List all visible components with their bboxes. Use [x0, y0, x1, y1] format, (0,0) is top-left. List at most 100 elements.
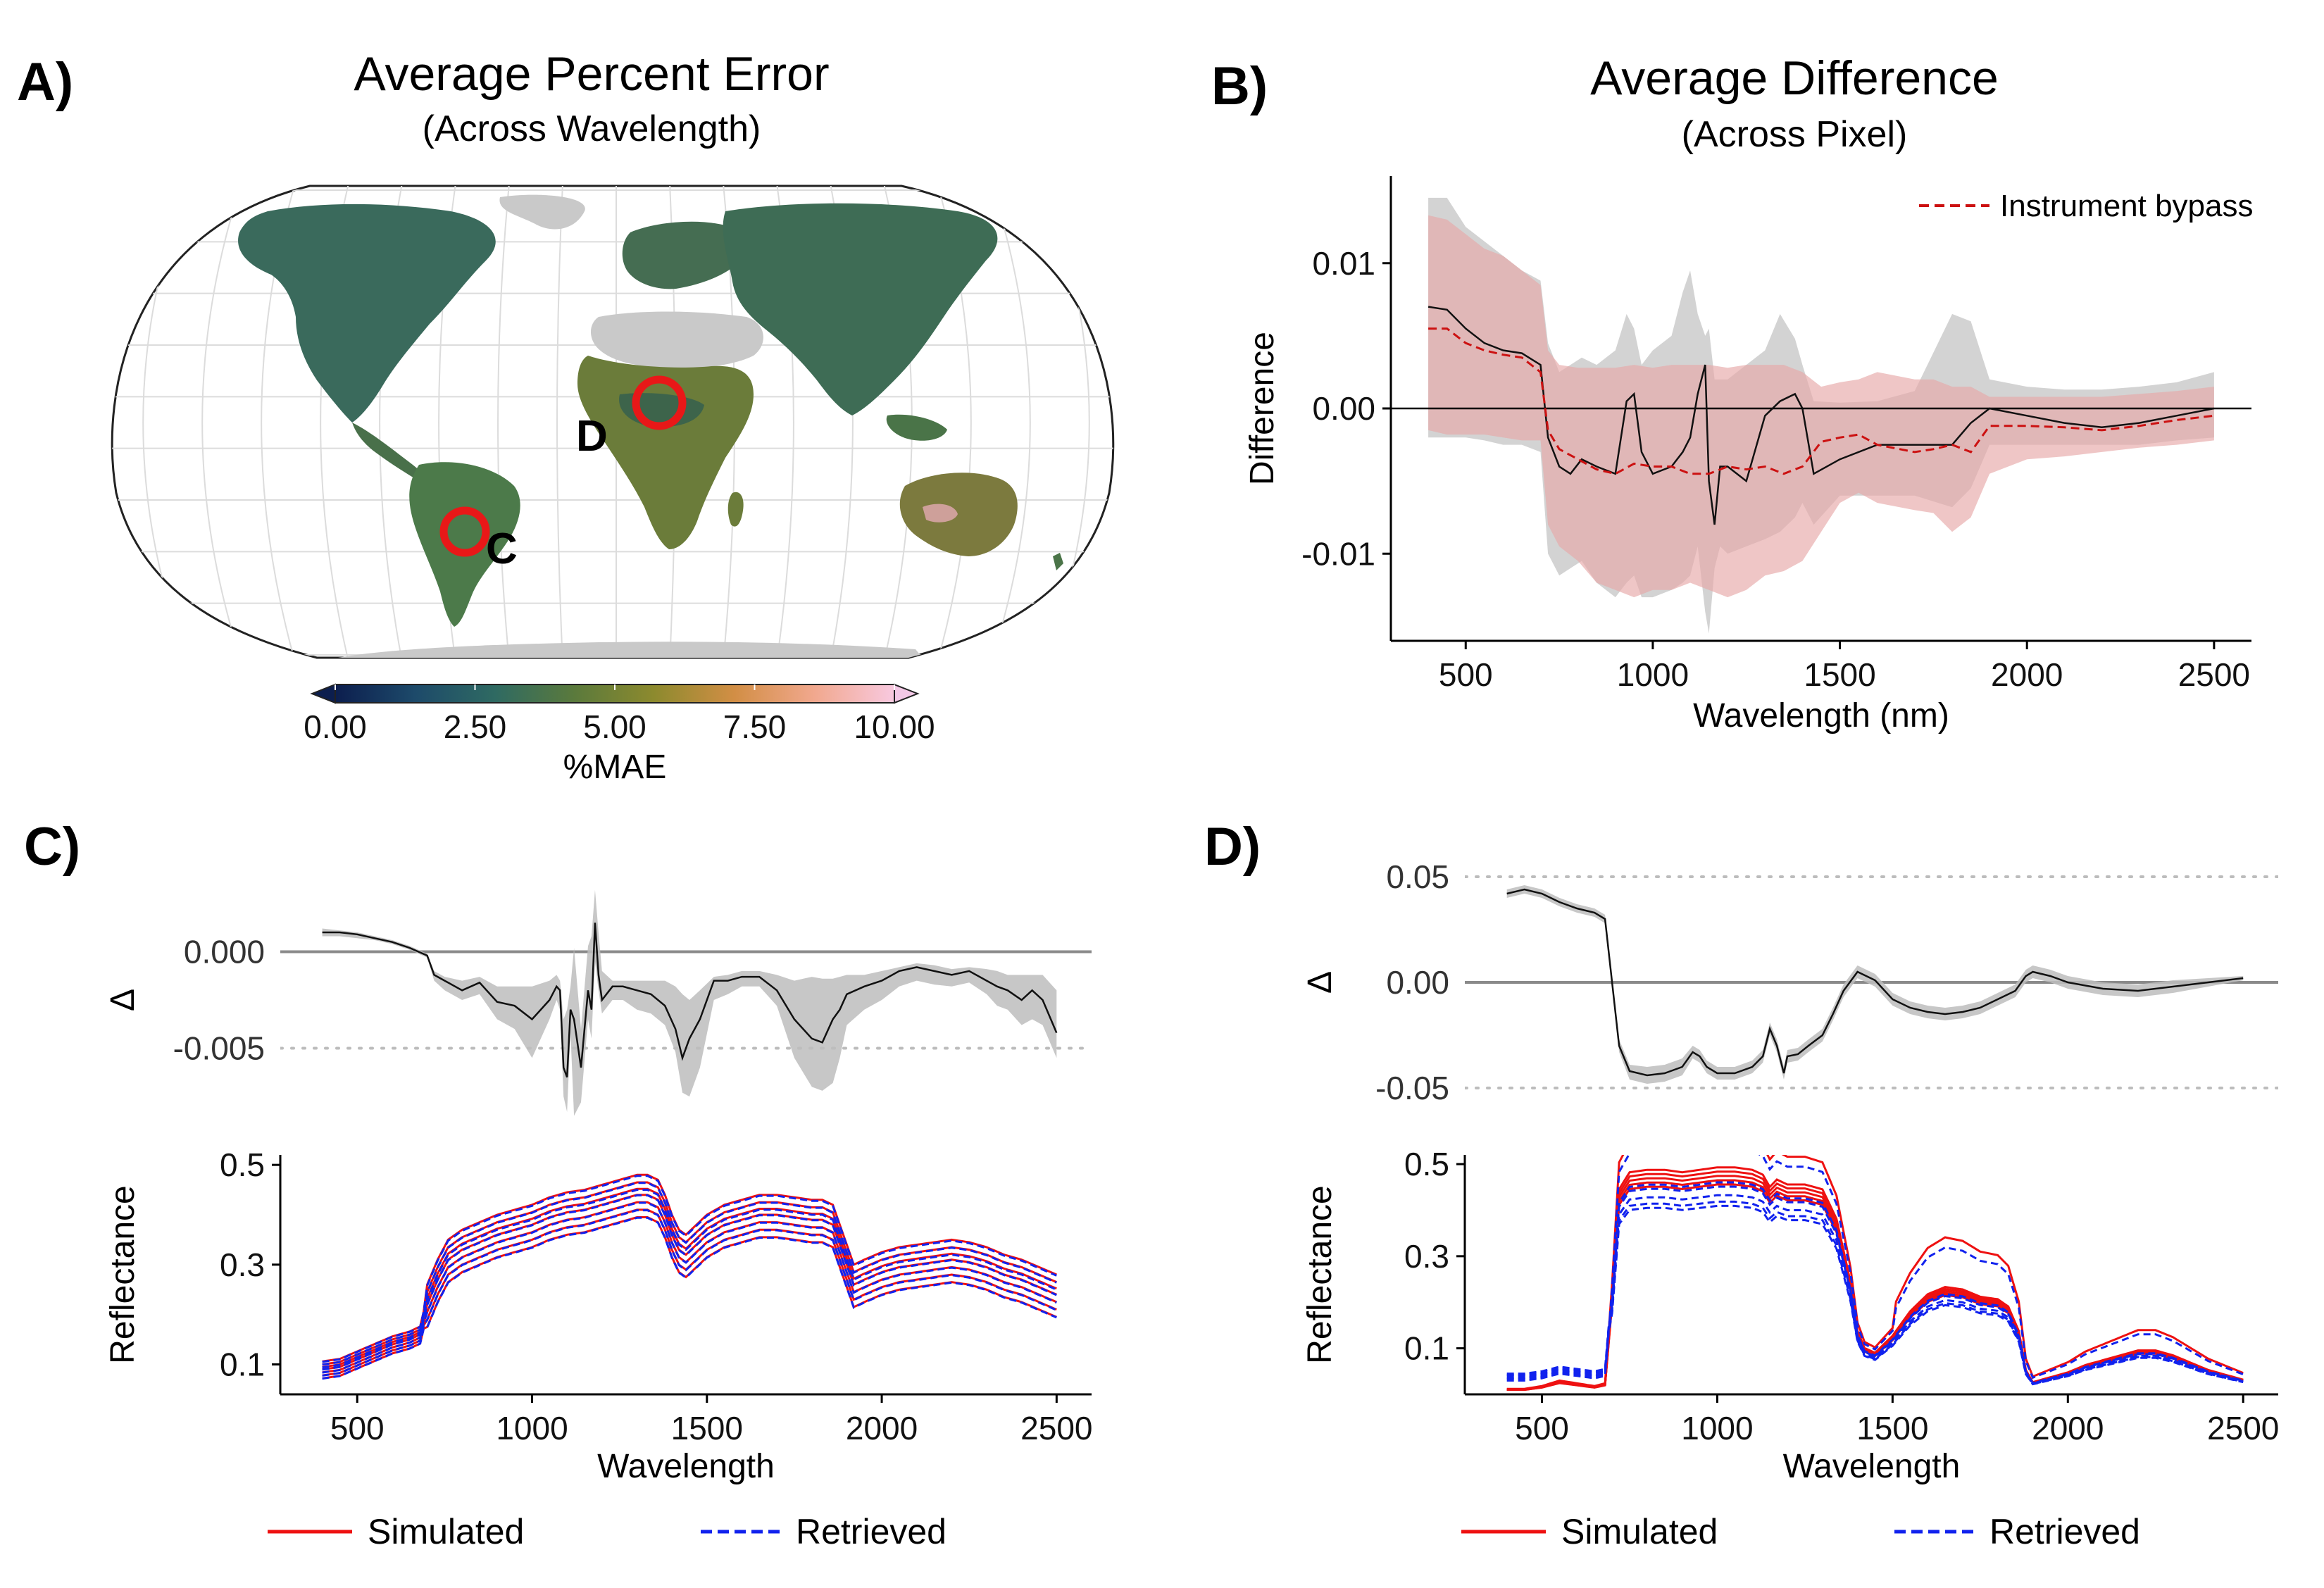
sahara: [590, 311, 763, 368]
reflectance-xlabel: Wavelength: [597, 1448, 775, 1485]
panel-b-ytick-label: 0.01: [1312, 245, 1375, 282]
retrieved-line: [1506, 1181, 2244, 1384]
panel-c-delta-plot: 0.000 -0.005 Δ: [104, 889, 1092, 1116]
world-map: C D: [111, 185, 1115, 659]
antarctica: [338, 642, 923, 658]
panel-a-letter: A): [17, 52, 73, 112]
delta-ytick-label: -0.005: [173, 1030, 265, 1067]
panel-c-reflectance-plot: 0.1 0.3 0.5 500 1000 1500 2000 2500 Wavelength Re…: [104, 1146, 1093, 1485]
retrieved-line: [1506, 1200, 2244, 1386]
reflectance-xtick-label: 500: [1515, 1410, 1569, 1446]
retrieved-line: [1506, 1155, 2244, 1382]
graticule-meridian: [987, 186, 1031, 658]
panel-b-subtitle: (Across Pixel): [1682, 114, 1908, 155]
reflectance-plot-area: [322, 1173, 1057, 1380]
delta-line: [322, 923, 1058, 1078]
panel-b-xtick-label: 1000: [1617, 656, 1689, 693]
panel-d-letter: D): [1204, 817, 1261, 877]
se-asia: [886, 414, 947, 441]
colorbar: 0.00 2.50 5.00 7.50 10.00 %MAE: [304, 683, 935, 786]
delta-band: [322, 889, 1057, 1116]
series-mean-line: [1427, 306, 2215, 525]
colorbar-ticks: 0.00 2.50 5.00 7.50 10.00: [304, 684, 935, 745]
panel-a-title: Average Percent Error: [354, 47, 829, 101]
band-bypass: [1428, 215, 2214, 598]
reflectance-xtick-label: 1000: [1681, 1410, 1753, 1446]
legend-c-simulated-label: Simulated: [368, 1512, 524, 1551]
legend-bypass-label: Instrument bypass: [2000, 189, 2254, 223]
panel-b-plot-area: [1391, 197, 2251, 634]
reflectance-ytick-label: 0.1: [1404, 1330, 1449, 1367]
legend-d-simulated-label: Simulated: [1561, 1512, 1718, 1551]
delta-ytick-label: 0.000: [184, 933, 265, 970]
retrieved-line: [322, 1216, 1057, 1380]
graticule-meridian: [201, 186, 245, 658]
panel-d-legend: Simulated Retrieved: [1461, 1512, 2140, 1551]
marker-d[interactable]: D: [576, 375, 687, 461]
reflectance-xlabel: Wavelength: [1783, 1448, 1961, 1485]
marker-c[interactable]: C: [439, 506, 518, 573]
reflectance-ylabel: Reflectance: [1301, 1185, 1339, 1363]
south-america: [409, 462, 520, 627]
panel-d: D) 0.05 0.00 -0.05 Δ 0.1 0.3 0.5 500 1000 1500 20…: [1204, 817, 2279, 1551]
simulated-line: [1506, 1155, 2244, 1390]
panel-b-ytick-label: 0.00: [1312, 390, 1375, 427]
reflectance-xtick-label: 2500: [1020, 1410, 1092, 1446]
australia: [899, 473, 1018, 556]
reflectance-ylabel: Reflectance: [104, 1185, 142, 1363]
retrieved-line: [322, 1175, 1057, 1363]
asia: [723, 203, 998, 415]
panel-c: C) 0.000 -0.005 Δ 0.1 0.3 0.5 500 1000 1500 2000…: [24, 817, 1093, 1551]
colorbar-tick-label: 7.50: [723, 708, 787, 745]
europe: [622, 221, 742, 289]
panel-c-legend: Simulated Retrieved: [268, 1512, 947, 1551]
reflectance-xtick-label: 1000: [496, 1410, 568, 1446]
reflectance-ytick-label: 0.5: [1404, 1146, 1449, 1182]
panel-b-xtick-label: 2500: [2178, 656, 2250, 693]
panel-b-title: Average Difference: [1590, 51, 1999, 105]
greenland: [499, 194, 585, 230]
colorbar-tick-label: 5.00: [583, 708, 646, 745]
marker-d-circle: [632, 375, 687, 430]
reflectance-xtick-label: 1500: [1856, 1410, 1928, 1446]
reflectance-xtick-label: 2000: [846, 1410, 918, 1446]
panel-d-delta-plot: 0.05 0.00 -0.05 Δ: [1301, 858, 2278, 1106]
colorbar-label: %MAE: [563, 749, 667, 786]
delta-ytick-label: 0.05: [1386, 858, 1449, 895]
colorbar-under-arrow: [310, 683, 336, 704]
retrieved-line: [1506, 1185, 2244, 1384]
australia-pink: [923, 504, 958, 523]
panel-a: A) Average Percent Error (Across Wavelen…: [17, 47, 1115, 786]
panel-b-legend: Instrument bypass: [1919, 189, 2254, 223]
reflectance-ytick-label: 0.5: [220, 1146, 265, 1183]
marker-c-circle: [439, 506, 490, 557]
series-bypass-line: [1428, 327, 2215, 475]
retrieved-line: [322, 1182, 1057, 1366]
graticule-meridian: [556, 186, 564, 658]
delta-band: [1506, 885, 2244, 1084]
delta-ytick-label: 0.00: [1386, 964, 1449, 1001]
reflectance-ytick-label: 0.3: [220, 1246, 265, 1283]
panel-b: B) Average Difference (Across Pixel) -0.…: [1211, 51, 2254, 734]
reflectance-ytick-label: 0.1: [220, 1346, 265, 1383]
colorbar-tick-label: 2.50: [444, 708, 507, 745]
reflectance-xtick-label: 2000: [2032, 1410, 2104, 1446]
panel-a-subtitle: (Across Wavelength): [423, 108, 761, 149]
marker-c-label: C: [486, 525, 518, 573]
reflectance-xtick-label: 2500: [2207, 1410, 2279, 1446]
retrieved-line: [322, 1194, 1057, 1371]
colorbar-tick-label: 0.00: [304, 708, 367, 745]
panel-b-xtick-label: 500: [1439, 656, 1493, 693]
panel-b-letter: B): [1211, 56, 1268, 116]
reflectance-plot-area: [1506, 1155, 2244, 1392]
panel-d-reflectance-plot: 0.1 0.3 0.5 500 1000 1500 2000 2500 Wavelength Re…: [1301, 1146, 2279, 1485]
delta-ylabel: Δ: [1301, 971, 1339, 994]
retrieved-line: [322, 1189, 1057, 1369]
panel-b-ytick-label: -0.01: [1301, 535, 1375, 572]
panel-b-xtick-label: 1500: [1804, 656, 1875, 693]
marker-d-label: D: [576, 412, 608, 461]
legend-d-retrieved-label: Retrieved: [1989, 1512, 2140, 1551]
retrieved-line: [322, 1201, 1057, 1374]
